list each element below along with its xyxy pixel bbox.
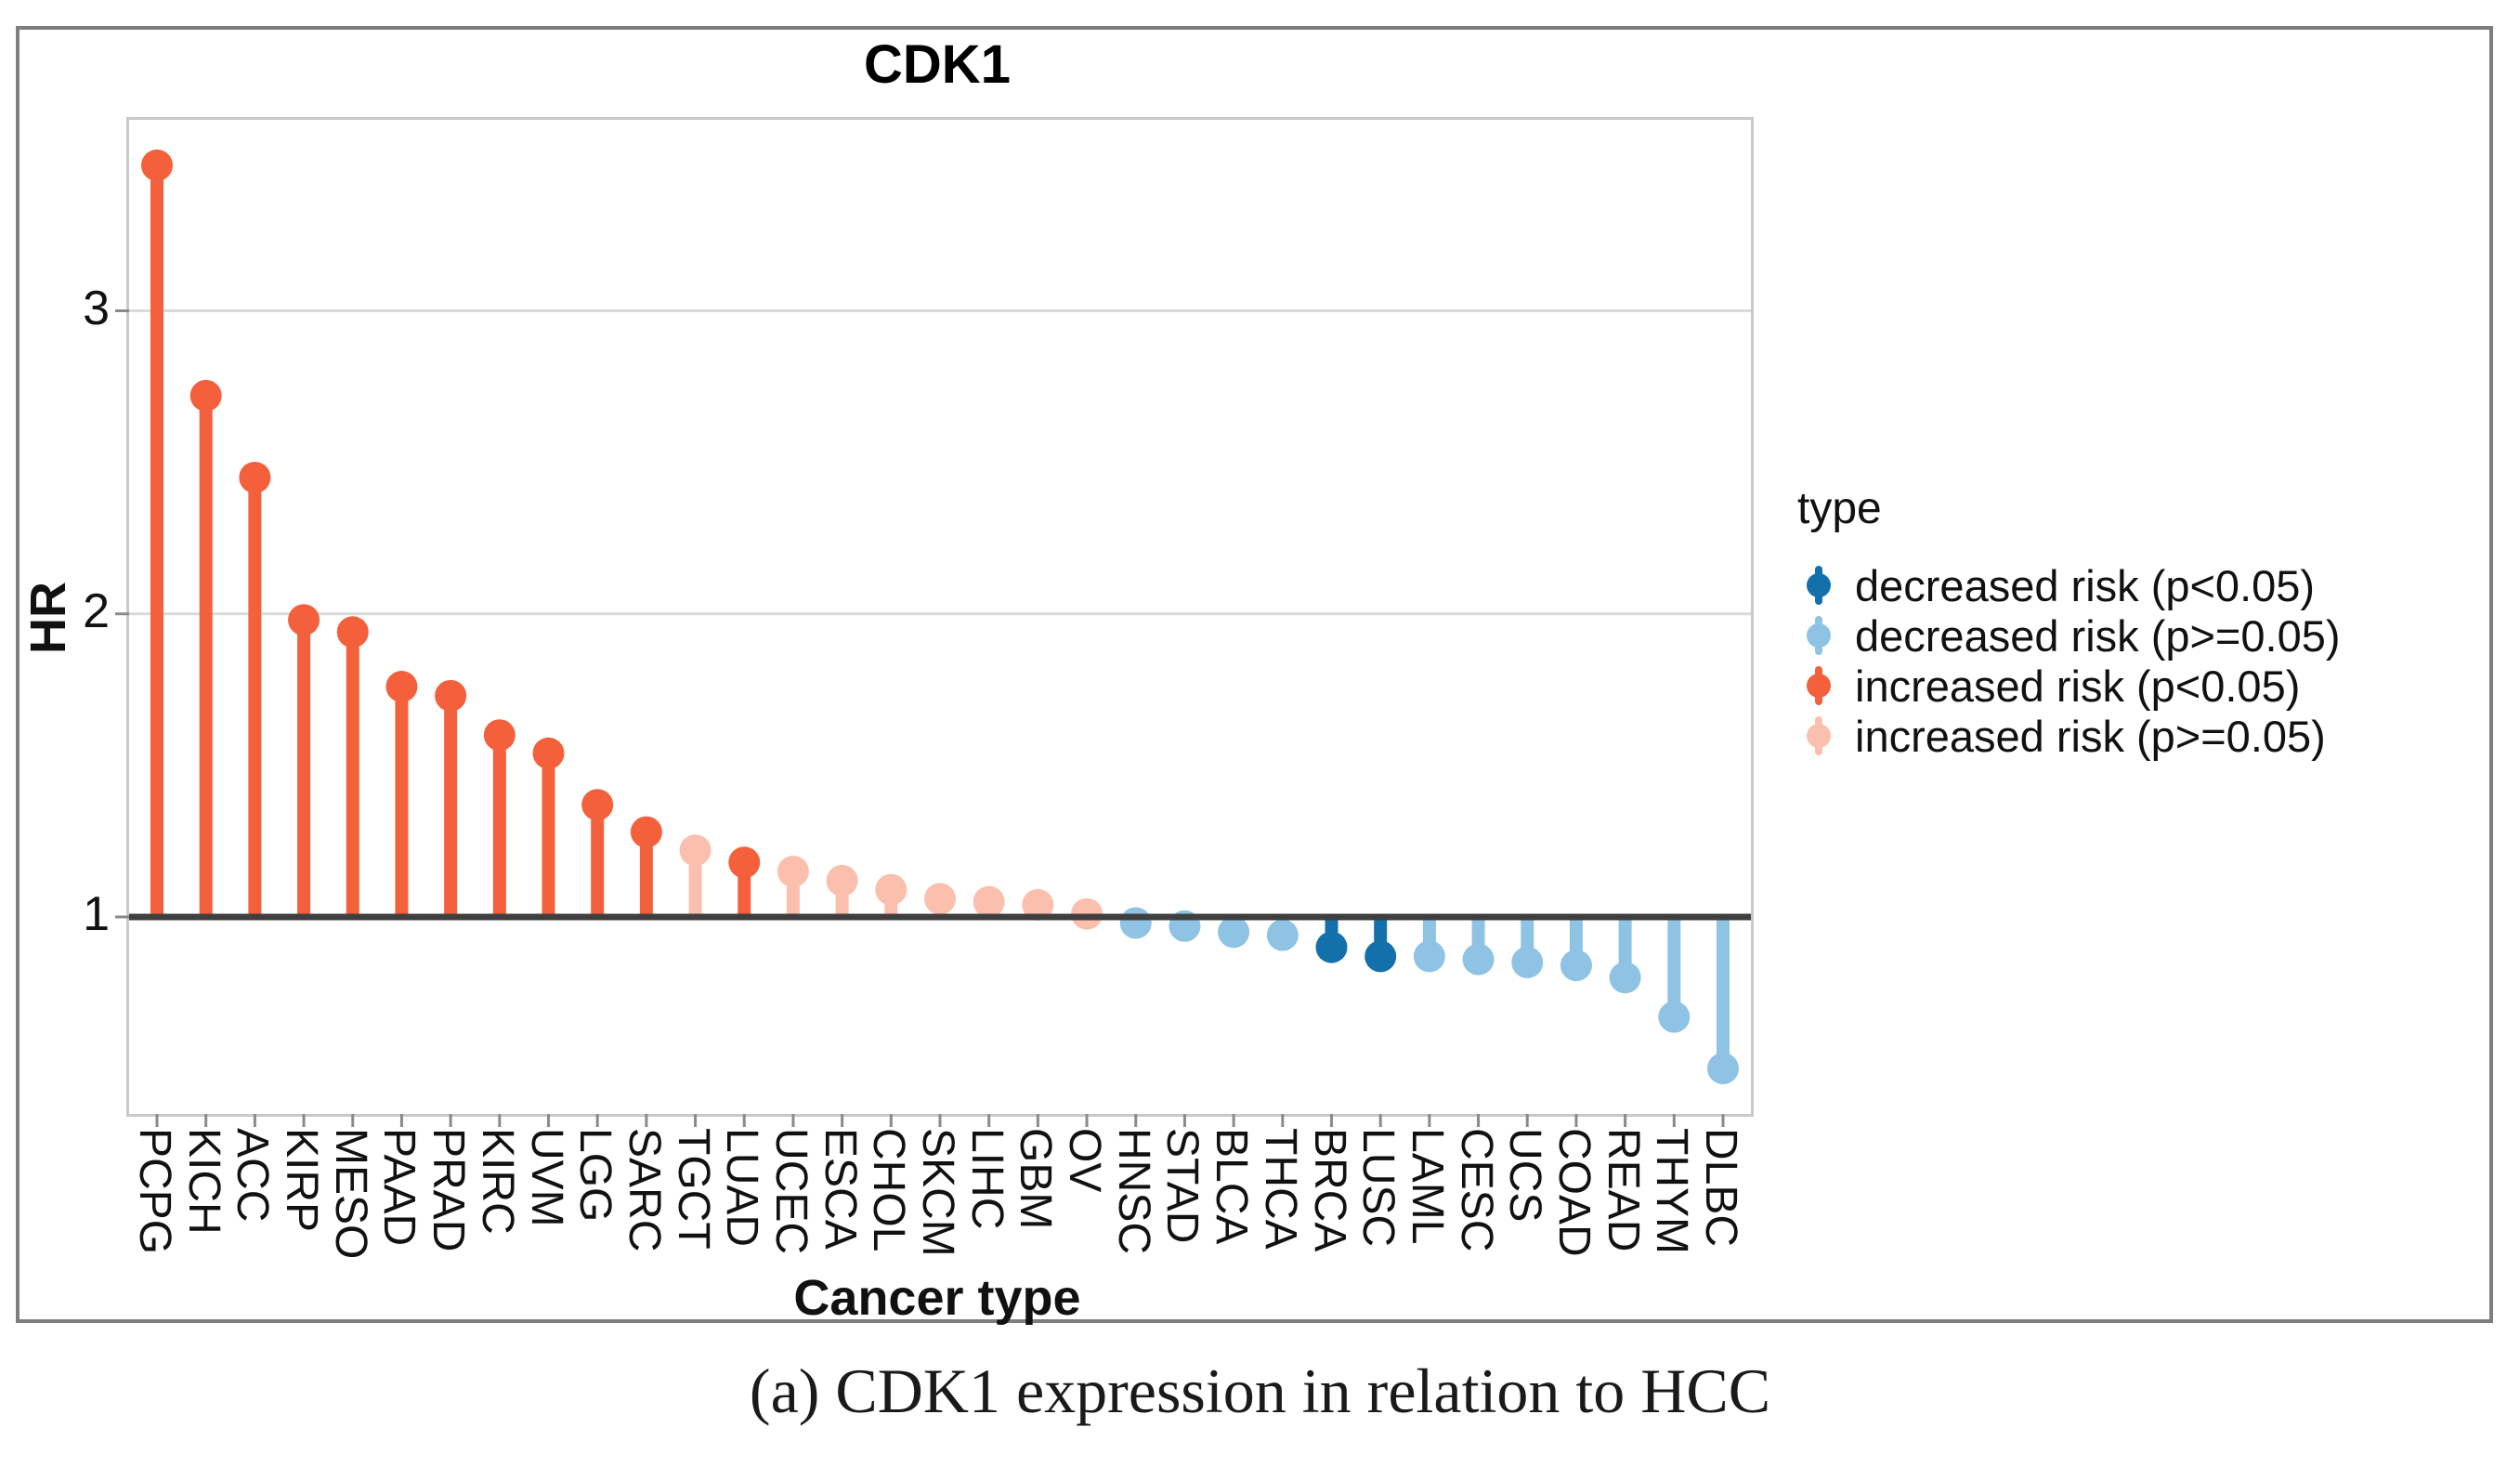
y-tick-label: 2 xyxy=(83,583,110,638)
legend-title: type xyxy=(1797,484,1882,533)
lollipop-dot xyxy=(532,737,565,769)
legend: type decreased risk (p<0.05) decreased r… xyxy=(1797,483,2341,761)
lollipop-dot xyxy=(1218,916,1250,949)
lollipop-dot xyxy=(1462,943,1495,976)
x-category-label: LAML xyxy=(1402,1128,1452,1245)
x-category-label: TGCT xyxy=(668,1128,718,1250)
x-category-label: STAD xyxy=(1157,1128,1208,1244)
x-category-label: KIRC xyxy=(472,1128,522,1235)
legend-row: decreased risk (p>=0.05) xyxy=(1797,610,2341,661)
x-category-label: LGG xyxy=(570,1128,620,1223)
lollipop-dot xyxy=(483,719,516,752)
legend-label: decreased risk (p>=0.05) xyxy=(1855,610,2341,661)
lollipop-dot xyxy=(1364,940,1397,973)
legend-label: increased risk (p<0.05) xyxy=(1855,661,2301,711)
lollipop-dot xyxy=(1707,1053,1739,1085)
lollipop-key-icon xyxy=(1807,566,1831,605)
x-category-label: OV xyxy=(1060,1128,1110,1193)
legend-key-dot xyxy=(1807,674,1831,698)
lollipop-dot xyxy=(1413,940,1445,973)
lollipop-dot xyxy=(777,856,809,888)
x-category-label: UVM xyxy=(521,1128,571,1227)
x-category-label: UCS xyxy=(1500,1128,1550,1223)
x-category-label: UCEC xyxy=(765,1128,816,1255)
lollipop-dot xyxy=(1022,888,1054,921)
lollipop-dot xyxy=(973,885,1005,918)
lollipop-dot xyxy=(336,616,369,648)
x-category-label: SKCM xyxy=(913,1128,962,1257)
x-category-label: ESCA xyxy=(815,1128,865,1250)
legend-row: increased risk (p>=0.05) xyxy=(1797,711,2341,761)
x-category-label: LUAD xyxy=(717,1128,767,1248)
lollipop-dot xyxy=(581,789,614,821)
lollipop-key-icon xyxy=(1807,666,1831,705)
x-category-label: PAAD xyxy=(374,1128,424,1247)
x-category-label: SARC xyxy=(619,1128,669,1252)
lollipop-dot xyxy=(1119,907,1152,939)
x-category-label: MESO xyxy=(325,1128,375,1260)
x-category-label: GBM xyxy=(1011,1128,1061,1230)
legend-key-dot xyxy=(1807,573,1831,597)
x-category-label: BLCA xyxy=(1207,1128,1257,1245)
x-category-label: THYM xyxy=(1647,1128,1697,1254)
lollipop-dot xyxy=(1609,962,1641,994)
lollipop-dot xyxy=(679,834,712,867)
legend-key-dot xyxy=(1807,623,1831,648)
x-category-label: LIHC xyxy=(961,1128,1012,1230)
x-category-label: CESC xyxy=(1451,1128,1501,1252)
lollipop-dot xyxy=(1560,950,1592,982)
x-category-label: KICH xyxy=(178,1128,228,1235)
y-tick-label: 3 xyxy=(83,281,110,335)
x-category-label: PRAD xyxy=(424,1128,474,1252)
lollipop-dot xyxy=(1315,931,1348,963)
lollipop-dot xyxy=(385,671,418,703)
lollipop-dot xyxy=(1511,946,1544,978)
lollipop-dot xyxy=(288,604,320,636)
legend-label: decreased risk (p<0.05) xyxy=(1855,560,2316,610)
x-axis-title: Cancer type xyxy=(793,1270,1081,1326)
legend-row: decreased risk (p<0.05) xyxy=(1797,560,2341,610)
x-category-label: ACC xyxy=(228,1128,278,1223)
chart-title: CDK1 xyxy=(864,34,1011,95)
lollipop-dot xyxy=(141,149,173,181)
lollipop-dot xyxy=(924,883,956,915)
legend-label: increased risk (p>=0.05) xyxy=(1855,711,2326,761)
lollipop-dot xyxy=(1658,1001,1691,1033)
x-category-label: THCA xyxy=(1255,1128,1305,1250)
x-category-label: COAD xyxy=(1548,1128,1599,1257)
lollipop-dot xyxy=(1266,919,1299,951)
legend-key-dot xyxy=(1807,724,1831,748)
x-category-label: CHOL xyxy=(864,1128,914,1252)
y-tick-label: 1 xyxy=(83,886,110,941)
lollipop-dot xyxy=(435,679,467,712)
lollipop-key-icon xyxy=(1807,616,1831,655)
x-category-label: PCPG xyxy=(130,1128,179,1255)
lollipop-dot xyxy=(239,461,271,493)
lollipop-key-icon xyxy=(1807,716,1831,755)
x-category-label: DLBC xyxy=(1696,1128,1745,1248)
lollipop-dot xyxy=(826,864,858,897)
lollipop-dot xyxy=(630,816,662,848)
x-category-label: HNSC xyxy=(1108,1128,1158,1255)
lollipop-chart-canvas xyxy=(115,149,1751,1127)
plot-area xyxy=(115,117,1754,1127)
x-category-label: READ xyxy=(1598,1128,1648,1252)
lollipop-dot xyxy=(189,379,222,412)
x-category-label: KIRP xyxy=(277,1128,327,1233)
figure-caption: (a) CDK1 expression in relation to HCC xyxy=(749,1356,1771,1426)
lollipop-dot xyxy=(728,846,761,879)
x-category-label: LUSC xyxy=(1353,1128,1404,1248)
lollipop-dot xyxy=(875,873,907,906)
legend-row: increased risk (p<0.05) xyxy=(1797,661,2341,711)
x-category-label: BRCA xyxy=(1304,1128,1354,1252)
